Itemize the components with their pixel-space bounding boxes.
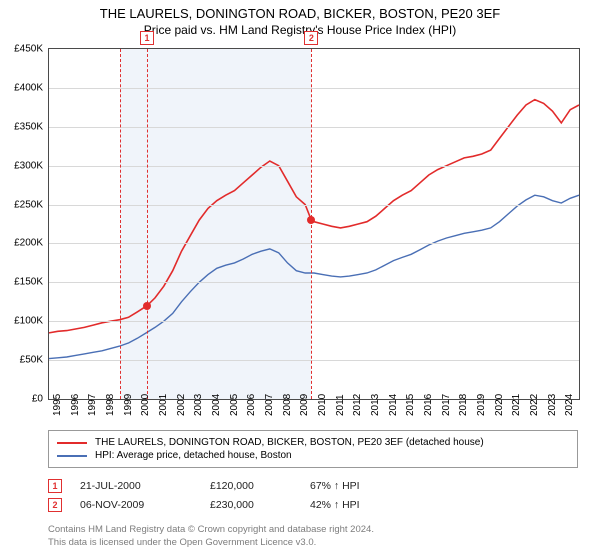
x-axis-label: 2003	[193, 394, 204, 416]
y-axis-label: £400K	[0, 82, 43, 93]
x-axis-label: 2018	[458, 394, 469, 416]
x-axis-label: 1999	[123, 394, 134, 416]
x-axis-label: 2010	[317, 394, 328, 416]
x-axis-label: 2002	[176, 394, 187, 416]
sales-row: 1 21-JUL-2000 £120,000 67% ↑ HPI	[48, 479, 410, 493]
y-axis-label: £450K	[0, 44, 43, 55]
chart-sale-vline	[147, 49, 148, 399]
chart-gridline	[49, 205, 579, 206]
chart-gridline	[49, 282, 579, 283]
x-axis-label: 2013	[370, 394, 381, 416]
x-axis-label: 2021	[511, 394, 522, 416]
footer-copyright: Contains HM Land Registry data © Crown c…	[48, 524, 374, 537]
legend-row: THE LAURELS, DONINGTON ROAD, BICKER, BOS…	[57, 437, 569, 448]
legend-label-hpi: HPI: Average price, detached house, Bost…	[95, 450, 292, 461]
chart-lines-svg	[49, 49, 579, 399]
y-axis-label: £250K	[0, 199, 43, 210]
chart-legend: THE LAURELS, DONINGTON ROAD, BICKER, BOS…	[48, 430, 578, 468]
x-axis-label: 2006	[246, 394, 257, 416]
y-axis-label: £100K	[0, 316, 43, 327]
chart-gridline	[49, 321, 579, 322]
sale-marker-box: 2	[304, 31, 318, 45]
x-axis-label: 1995	[52, 394, 63, 416]
y-axis-label: £350K	[0, 121, 43, 132]
sale-dot	[307, 216, 315, 224]
sale-marker-icon: 2	[48, 498, 62, 512]
legend-label-property: THE LAURELS, DONINGTON ROAD, BICKER, BOS…	[95, 437, 484, 448]
x-axis-label: 2017	[441, 394, 452, 416]
sale-pct-vs-hpi: 42% ↑ HPI	[310, 499, 410, 511]
y-axis-label: £0	[0, 394, 43, 405]
x-axis-label: 2011	[335, 394, 346, 416]
x-axis-label: 2008	[282, 394, 293, 416]
x-axis-label: 2015	[405, 394, 416, 416]
x-axis-label: 2001	[158, 394, 169, 416]
x-axis-label: 1997	[87, 394, 98, 416]
footer-licence: This data is licensed under the Open Gov…	[48, 537, 374, 550]
chart-footer: Contains HM Land Registry data © Crown c…	[48, 524, 374, 550]
y-axis-label: £300K	[0, 160, 43, 171]
chart-sale-vline	[120, 49, 121, 399]
x-axis-label: 2023	[547, 394, 558, 416]
chart-title-line2: Price paid vs. HM Land Registry's House …	[0, 23, 600, 37]
sale-dot	[143, 302, 151, 310]
x-axis-label: 2016	[423, 394, 434, 416]
x-axis-label: 2007	[264, 394, 275, 416]
x-axis-label: 1998	[105, 394, 116, 416]
x-axis-label: 2020	[494, 394, 505, 416]
legend-swatch-hpi	[57, 455, 87, 457]
y-axis-label: £150K	[0, 277, 43, 288]
sale-date: 21-JUL-2000	[80, 480, 210, 492]
x-axis-label: 1996	[70, 394, 81, 416]
sale-price: £230,000	[210, 499, 310, 511]
sale-date: 06-NOV-2009	[80, 499, 210, 511]
sale-price: £120,000	[210, 480, 310, 492]
chart-gridline	[49, 243, 579, 244]
chart-title-line1: THE LAURELS, DONINGTON ROAD, BICKER, BOS…	[0, 6, 600, 21]
chart-gridline	[49, 166, 579, 167]
price-chart: £0£50K£100K£150K£200K£250K£300K£350K£400…	[48, 48, 580, 400]
chart-gridline	[49, 360, 579, 361]
sales-row: 2 06-NOV-2009 £230,000 42% ↑ HPI	[48, 498, 410, 512]
x-axis-label: 2019	[476, 394, 487, 416]
sales-table: 1 21-JUL-2000 £120,000 67% ↑ HPI 2 06-NO…	[48, 474, 410, 517]
y-axis-label: £200K	[0, 238, 43, 249]
chart-gridline	[49, 88, 579, 89]
y-axis-label: £50K	[0, 355, 43, 366]
legend-row: HPI: Average price, detached house, Bost…	[57, 450, 569, 461]
chart-gridline	[49, 127, 579, 128]
legend-swatch-property	[57, 442, 87, 444]
x-axis-label: 2014	[388, 394, 399, 416]
x-axis-label: 2022	[529, 394, 540, 416]
x-axis-label: 2000	[140, 394, 151, 416]
sale-pct-vs-hpi: 67% ↑ HPI	[310, 480, 410, 492]
sale-marker-icon: 1	[48, 479, 62, 493]
x-axis-label: 2005	[229, 394, 240, 416]
sale-marker-box: 1	[140, 31, 154, 45]
x-axis-label: 2009	[299, 394, 310, 416]
x-axis-label: 2012	[352, 394, 363, 416]
x-axis-label: 2024	[564, 394, 575, 416]
chart-title-block: THE LAURELS, DONINGTON ROAD, BICKER, BOS…	[0, 0, 600, 37]
x-axis-label: 2004	[211, 394, 222, 416]
